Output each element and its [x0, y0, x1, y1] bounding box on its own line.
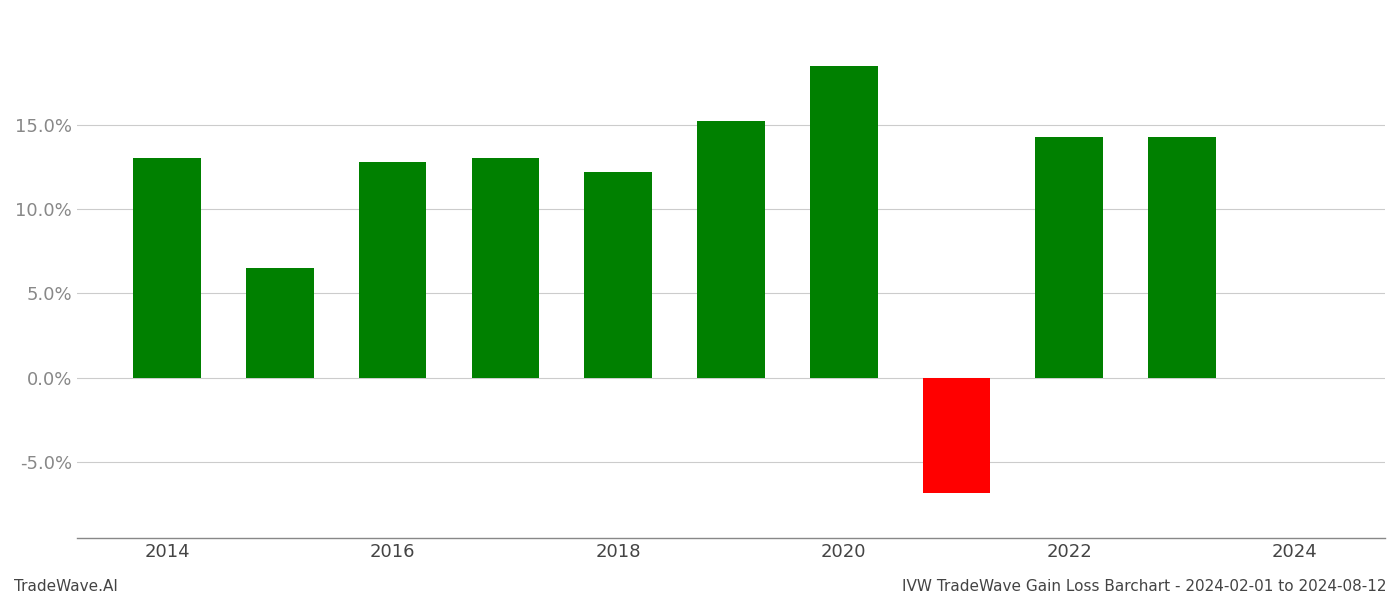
Bar	[472, 158, 539, 378]
Text: TradeWave.AI: TradeWave.AI	[14, 579, 118, 594]
Bar	[1148, 137, 1215, 378]
Bar	[1036, 137, 1103, 378]
Bar	[133, 158, 202, 378]
Bar	[809, 65, 878, 378]
Bar	[246, 268, 314, 378]
Bar	[584, 172, 652, 378]
Text: IVW TradeWave Gain Loss Barchart - 2024-02-01 to 2024-08-12: IVW TradeWave Gain Loss Barchart - 2024-…	[902, 579, 1386, 594]
Bar	[923, 378, 990, 493]
Bar	[358, 162, 427, 378]
Bar	[697, 121, 764, 378]
